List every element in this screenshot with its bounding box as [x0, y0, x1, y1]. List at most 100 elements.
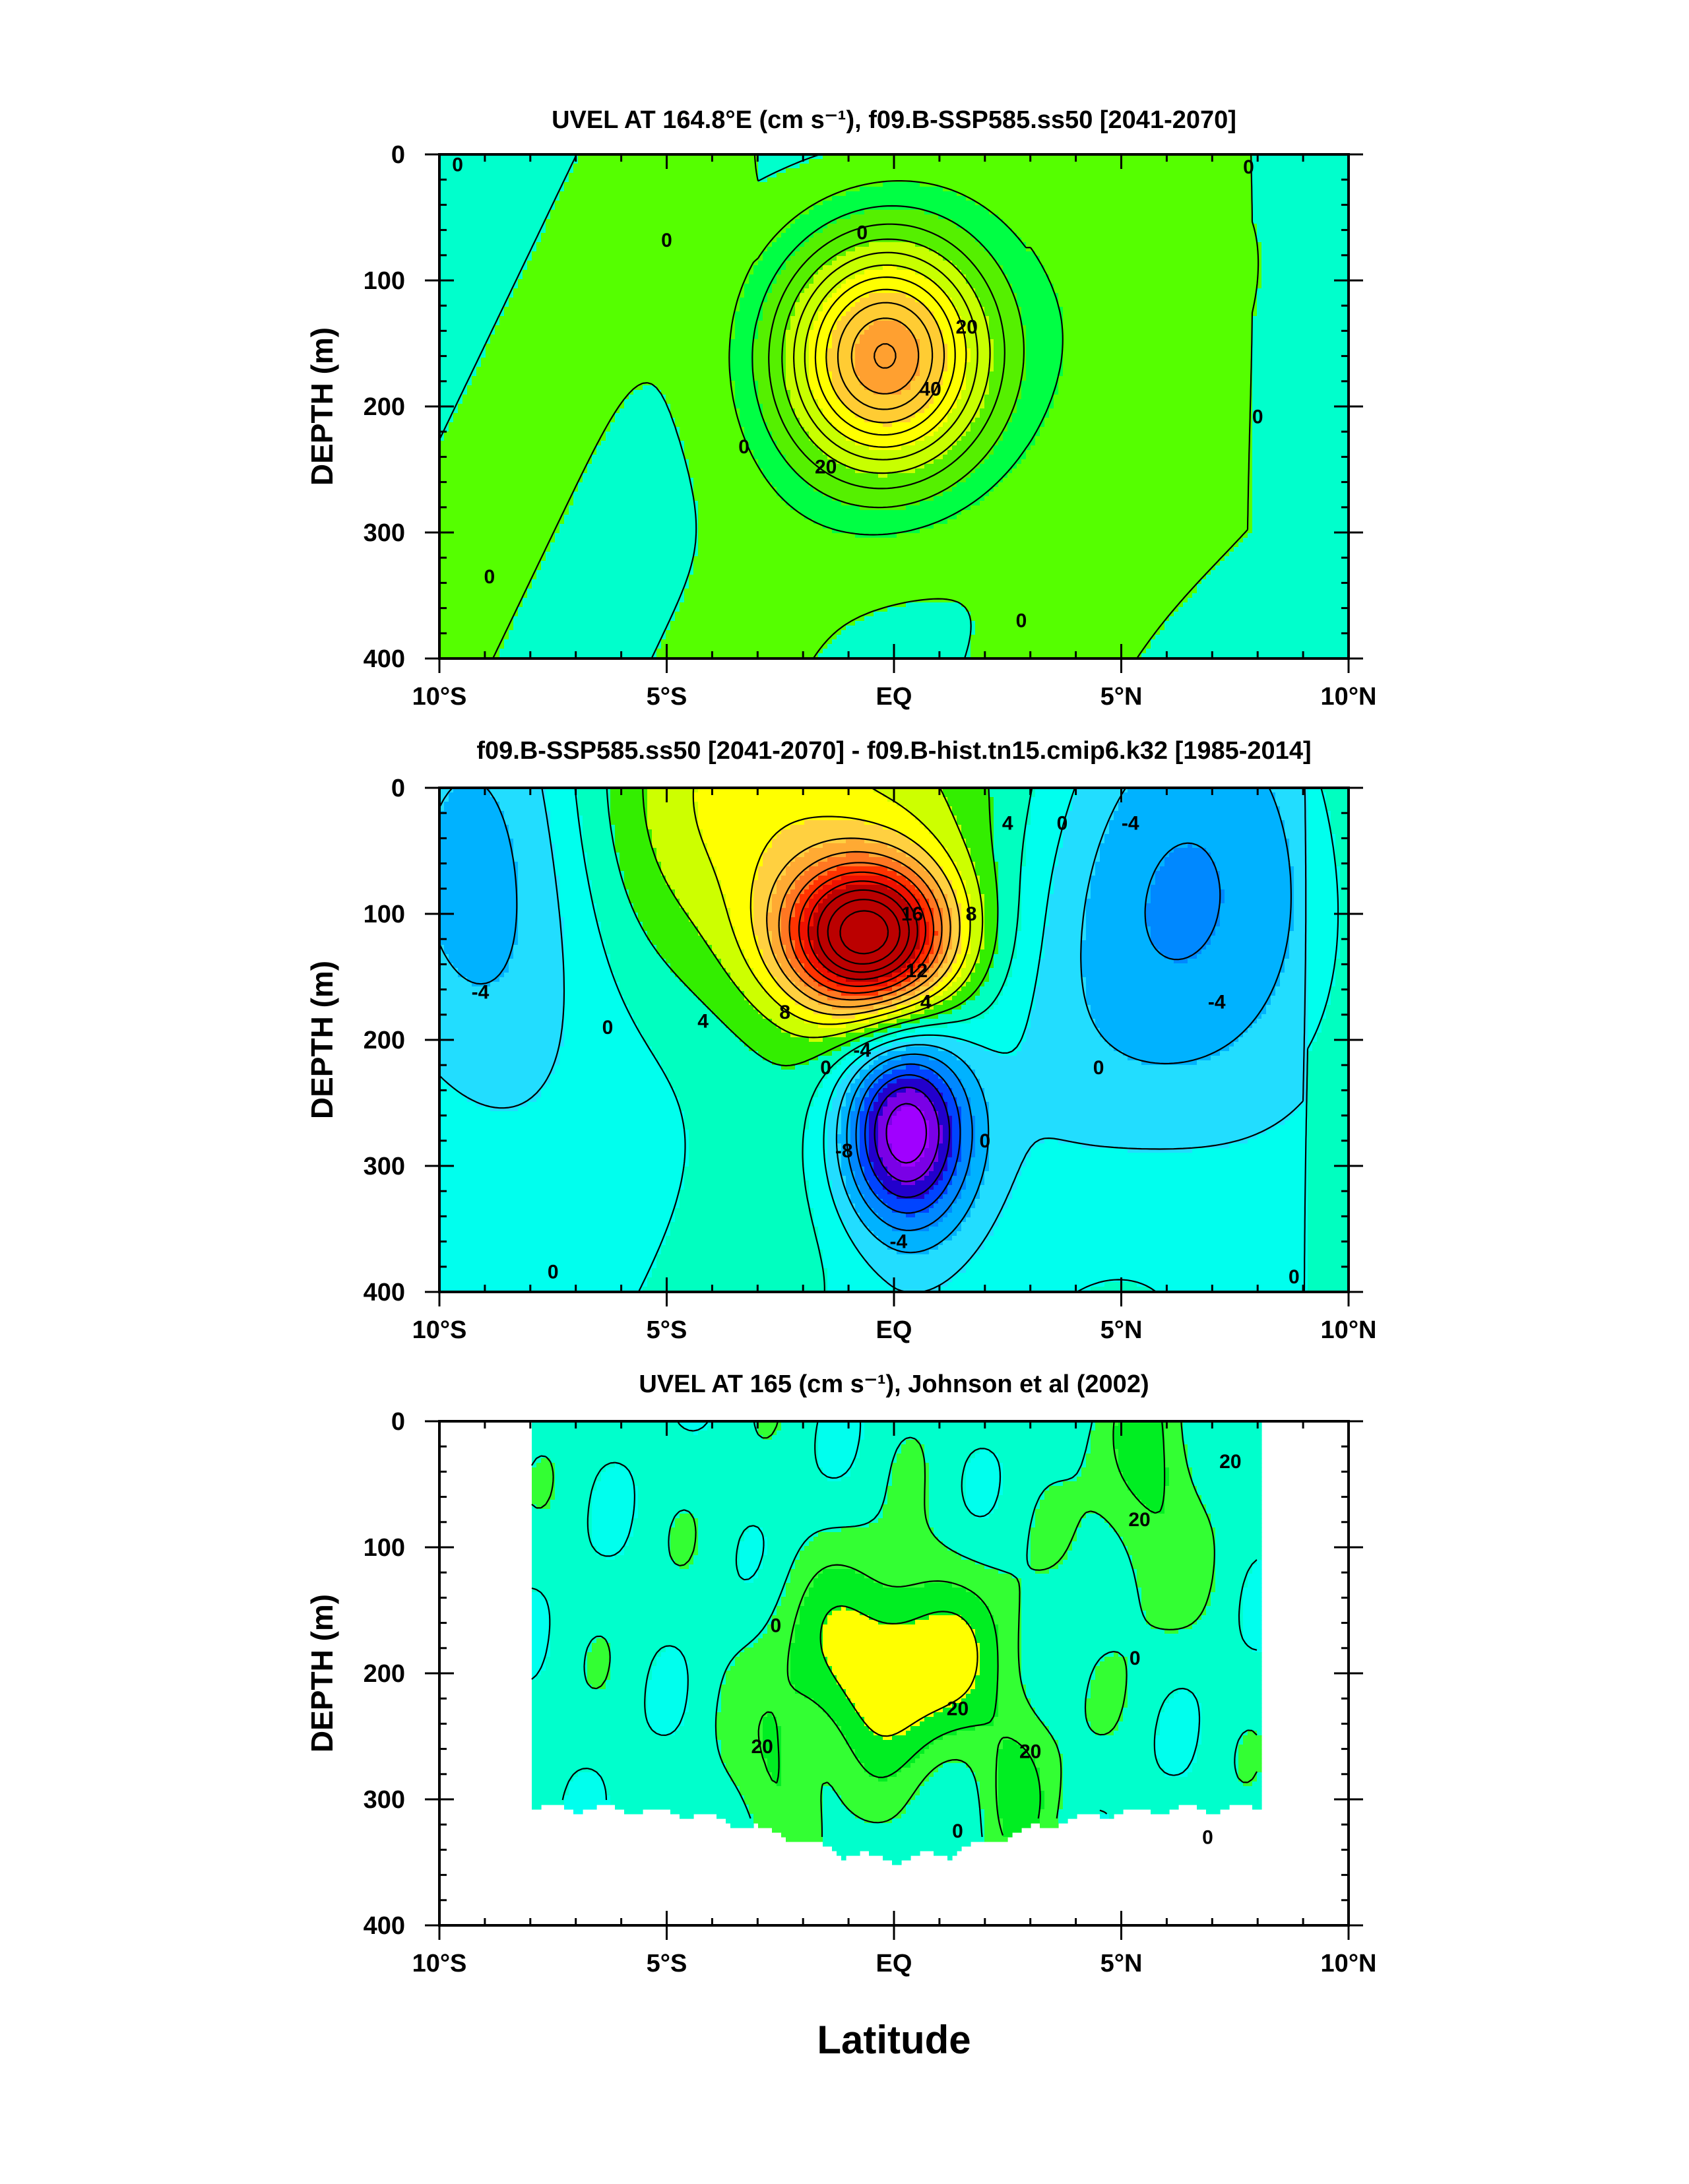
- contour-fill-cell: [656, 653, 819, 658]
- contour-fill-cell: [989, 1167, 1022, 1172]
- contour-fill-cell: [1211, 1523, 1262, 1528]
- contour-fill-cell: [901, 1449, 925, 1454]
- contour-fill-cell: [532, 1606, 551, 1611]
- contour-fill-cell: [541, 233, 782, 238]
- contour-fill-cell: [878, 1097, 888, 1103]
- contour-fill-cell: [647, 1689, 689, 1694]
- contour-fill-cell: [656, 949, 713, 955]
- contour-label: 0: [771, 1615, 782, 1636]
- contour-fill-cell: [717, 1735, 763, 1741]
- contour-fill-cell: [957, 991, 980, 996]
- contour-fill-cell: [735, 931, 754, 936]
- contour-fill-cell: [564, 1000, 625, 1006]
- contour-fill-cell: [1326, 806, 1349, 812]
- contour-fill-cell: [1086, 1458, 1119, 1463]
- contour-fill-cell: [601, 441, 685, 446]
- contour-fill-cell: [795, 968, 805, 973]
- y-tick-label: 400: [364, 1279, 405, 1306]
- contour-fill-cell: [1100, 843, 1188, 849]
- contour-fill-cell: [790, 256, 837, 261]
- contour-fill-cell: [1040, 1500, 1142, 1505]
- contour-fill-cell: [929, 1097, 943, 1103]
- contour-fill-cell: [532, 1578, 745, 1584]
- contour-fill-cell: [809, 1116, 828, 1121]
- contour-fill-cell: [1308, 908, 1341, 913]
- contour-fill-cell: [449, 1083, 546, 1089]
- contour-fill-cell: [439, 589, 528, 594]
- contour-fill-cell: [790, 917, 805, 922]
- contour-fill-cell: [1234, 547, 1349, 552]
- contour-fill-cell: [966, 274, 1008, 280]
- contour-fill-cell: [975, 1199, 1008, 1204]
- contour-fill-cell: [1252, 524, 1349, 529]
- contour-fill-cell: [1215, 926, 1294, 932]
- contour-fill-cell: [864, 418, 911, 423]
- contour-fill-cell: [1252, 519, 1349, 525]
- contour-fill-cell: [439, 1037, 565, 1043]
- contour-fill-cell: [850, 214, 939, 220]
- contour-fill-cell: [846, 1227, 870, 1232]
- contour-fill-cell: [998, 1500, 1040, 1505]
- contour-fill-cell: [827, 871, 897, 876]
- contour-fill-cell: [920, 1721, 994, 1727]
- contour-fill-cell: [957, 1199, 976, 1204]
- contour-fill-cell: [813, 880, 833, 885]
- contour-fill-cell: [615, 829, 653, 835]
- contour-fill-cell: [1063, 1777, 1239, 1782]
- contour-fill-cell: [860, 1153, 870, 1158]
- contour-fill-cell: [855, 371, 920, 377]
- contour-fill-cell: [730, 1823, 754, 1828]
- contour-fill-cell: [532, 1597, 546, 1602]
- contour-fill-cell: [860, 1162, 874, 1167]
- contour-fill-cell: [1003, 270, 1045, 275]
- contour-fill-cell: [952, 408, 980, 414]
- contour-fill-cell: [1151, 1624, 1193, 1630]
- contour-fill-cell: [610, 1671, 653, 1676]
- contour-fill-cell: [536, 242, 773, 247]
- contour-fill-cell: [1031, 797, 1073, 802]
- contour-fill-cell: [777, 1611, 800, 1616]
- contour-fill-cell: [532, 1648, 551, 1653]
- contour-fill-cell: [943, 455, 990, 460]
- contour-fill-cell: [647, 811, 699, 816]
- contour-fill-cell: [587, 1666, 611, 1671]
- contour-fill-cell: [1044, 422, 1253, 428]
- contour-fill-cell: [989, 1449, 1091, 1454]
- contour-fill-cell: [569, 505, 699, 511]
- contour-fill-cell: [763, 1721, 777, 1727]
- contour-fill-cell: [883, 422, 893, 428]
- contour-fill-cell: [1151, 926, 1216, 932]
- contour-fill-cell: [610, 954, 662, 959]
- contour-fill-cell: [1063, 330, 1253, 335]
- contour-fill-cell: [1238, 1763, 1262, 1768]
- contour-fill-cell: [735, 1657, 791, 1662]
- contour-fill-cell: [1086, 1708, 1124, 1713]
- contour-fill-cell: [1012, 968, 1040, 973]
- contour-fill-cell: [906, 852, 930, 858]
- contour-fill-cell: [730, 1772, 773, 1778]
- contour-fill-cell: [749, 1805, 823, 1810]
- contour-fill-cell: [1100, 1814, 1110, 1819]
- contour-fill-cell: [864, 1259, 971, 1264]
- contour-fill-cell: [910, 1037, 957, 1043]
- contour-fill-cell: [675, 973, 731, 978]
- contour-fill-cell: [1261, 247, 1349, 252]
- contour-fill-cell: [957, 482, 999, 488]
- contour-fill-cell: [934, 834, 962, 839]
- contour-fill-cell: [984, 496, 1253, 501]
- contour-fill-cell: [772, 1615, 800, 1621]
- contour-fill-cell: [998, 214, 1253, 220]
- contour-label: 4: [920, 992, 932, 1013]
- contour-fill-cell: [490, 788, 546, 793]
- contour-fill-cell: [989, 1153, 1031, 1158]
- contour-fill-cell: [1068, 820, 1110, 825]
- contour-label: 20: [815, 457, 837, 478]
- contour-fill-cell: [578, 792, 611, 798]
- contour-fill-cell: [971, 505, 1253, 511]
- contour-fill-cell: [957, 862, 976, 867]
- contour-fill-cell: [1252, 353, 1349, 358]
- contour-fill-cell: [610, 811, 648, 816]
- contour-fill-cell: [518, 908, 560, 913]
- y-tick-label: 300: [364, 519, 405, 547]
- contour-fill-cell: [989, 390, 1022, 395]
